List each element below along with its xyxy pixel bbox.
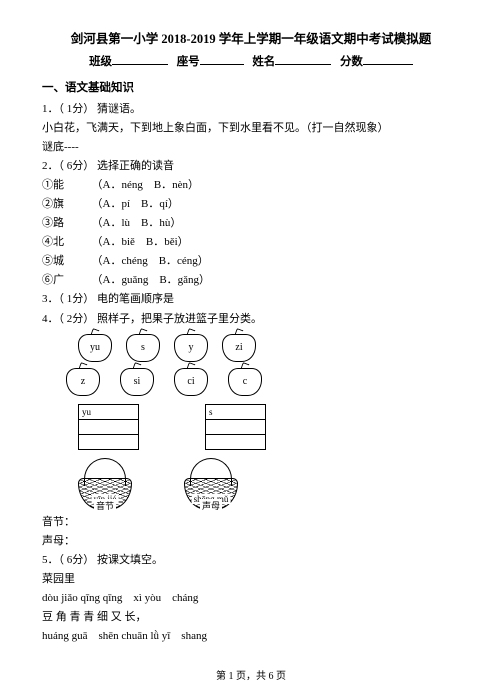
apple: s	[126, 334, 160, 362]
apple: ci	[174, 368, 208, 396]
basket-shengmu: shēng mǔ 声母	[176, 458, 246, 510]
apple-row-1: yu s y zi	[78, 334, 460, 362]
q1-body: 小白花，飞满天，下到地上象白面，下到水里看不见。（打一自然现象）	[42, 120, 460, 137]
table-right: s	[205, 404, 266, 450]
q2-item: ③路 （A．lù B．hù）	[42, 215, 460, 232]
score-label: 分数	[340, 56, 363, 68]
apple: yu	[78, 334, 112, 362]
q2-item: ⑤城 （A．chéng B．céng）	[42, 253, 460, 270]
table-cell	[79, 434, 139, 449]
q2-item: ①能 （A．néng B．nèn）	[42, 177, 460, 194]
q4-graphic: yu s y zi z si ci c yu s yīn jié 音节	[42, 334, 460, 510]
q5-sub: 菜园里	[42, 571, 460, 588]
q1-answer: 谜底----	[42, 139, 460, 156]
header-fields: 班级 座号 姓名 分数	[42, 53, 460, 69]
table-cell: s	[206, 404, 266, 419]
exam-title: 剑河县第一小学 2018-2019 学年上学期一年级语文期中考试模拟题	[42, 28, 460, 47]
q2-item: ④北 （A．biě B．běi）	[42, 234, 460, 251]
seat-label: 座号	[177, 56, 200, 68]
apple: zi	[222, 334, 256, 362]
table-cell: yu	[79, 404, 139, 419]
section-1-title: 一、语文基础知识	[42, 79, 460, 95]
table-left: yu	[78, 404, 139, 450]
apple: y	[174, 334, 208, 362]
q4-num: 4．（ 2分） 照样子，把果子放进篮子里分类。	[42, 311, 460, 328]
class-label: 班级	[89, 56, 112, 68]
yinjie-line: 音节：	[42, 514, 460, 531]
shengmu-line: 声母：	[42, 533, 460, 550]
q2-num: 2．（ 6分） 选择正确的读音	[42, 158, 460, 175]
q5-l1: dòu jiǎo qīng qīng xì yòu cháng	[42, 590, 460, 607]
apple: c	[228, 368, 262, 396]
q1-num: 1．（ 1分） 猜谜语。	[42, 101, 460, 118]
name-label: 姓名	[252, 56, 275, 68]
q3: 3．（ 1分） 电的笔画顺序是	[42, 291, 460, 308]
q5-l2: 豆 角 青 青 细 又 长，	[42, 609, 460, 626]
sort-tables: yu s	[78, 404, 460, 450]
basket-yinjie: yīn jié 音节	[70, 458, 140, 510]
baskets: yīn jié 音节 shēng mǔ 声母	[70, 458, 460, 510]
apple-row-2: z si ci c	[66, 368, 460, 396]
q2-item: ⑥广 （A．guǎng B．gǎng）	[42, 272, 460, 289]
q2-item: ②旗 （A．pí B．qí）	[42, 196, 460, 213]
q5-num: 5．（ 6分） 按课文填空。	[42, 552, 460, 569]
q5-l3: huáng guā shēn chuān lǜ yī shang	[42, 628, 460, 645]
basket-cn: 声母	[200, 499, 222, 512]
table-cell	[206, 419, 266, 434]
page-footer: 第 1 页，共 6 页	[0, 667, 502, 682]
table-cell	[206, 434, 266, 449]
apple: z	[66, 368, 100, 396]
basket-cn: 音节	[94, 499, 116, 512]
apple: si	[120, 368, 154, 396]
table-cell	[79, 419, 139, 434]
